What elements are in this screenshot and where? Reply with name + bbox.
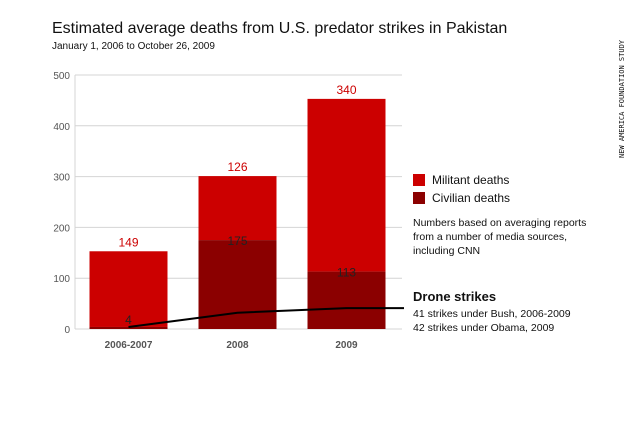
data-label-militant: 126 bbox=[227, 160, 247, 174]
drone-strikes-bush: 41 strikes under Bush, 2006-2009 bbox=[413, 308, 571, 320]
x-tick-label: 2008 bbox=[226, 340, 249, 351]
bar-civilian bbox=[307, 271, 386, 329]
chart-title: Estimated average deaths from U.S. preda… bbox=[52, 20, 508, 37]
data-label-militant: 340 bbox=[336, 83, 356, 97]
legend-militant: Militant deaths bbox=[413, 173, 509, 187]
bar-militant bbox=[307, 98, 386, 272]
data-label-civilian: 175 bbox=[227, 234, 247, 248]
drone-strikes-line bbox=[128, 307, 404, 328]
drone-strikes-obama: 42 strikes under Obama, 2009 bbox=[413, 322, 555, 334]
y-tick-label: 300 bbox=[53, 173, 70, 184]
legend-label-civilian: Civilian deaths bbox=[432, 191, 511, 205]
x-tick-label: 2009 bbox=[335, 340, 358, 351]
drone-strikes-title: Drone strikes bbox=[413, 289, 497, 304]
source-credit: NEW AMERICA FOUNDATION STUDY bbox=[618, 8, 630, 158]
y-tick-label: 400 bbox=[53, 122, 70, 133]
y-tick-label: 0 bbox=[64, 325, 70, 336]
bar-civilian bbox=[198, 240, 277, 329]
y-tick-label: 500 bbox=[53, 71, 70, 82]
legend-label-militant: Militant deaths bbox=[432, 173, 510, 187]
legend-swatch-civilian bbox=[413, 192, 425, 204]
y-tick-label: 200 bbox=[53, 223, 70, 234]
data-label-civilian: 113 bbox=[337, 266, 356, 280]
source-note: Numbers based on averaging reports from … bbox=[413, 217, 587, 257]
chart-subtitle: January 1, 2006 to October 26, 2009 bbox=[52, 41, 215, 52]
bar-militant bbox=[89, 251, 168, 327]
data-label-militant: 149 bbox=[118, 235, 138, 249]
y-tick-label: 100 bbox=[53, 274, 70, 285]
x-tick-label: 2006-2007 bbox=[105, 340, 153, 351]
bar-civilian bbox=[89, 326, 168, 329]
bar-militant bbox=[198, 176, 277, 241]
source-credit-text: NEW AMERICA FOUNDATION STUDY bbox=[618, 39, 626, 158]
legend-swatch-militant bbox=[413, 174, 425, 186]
data-label-civilian: 4 bbox=[125, 313, 132, 327]
legend-civilian: Civilian deaths bbox=[413, 191, 510, 205]
